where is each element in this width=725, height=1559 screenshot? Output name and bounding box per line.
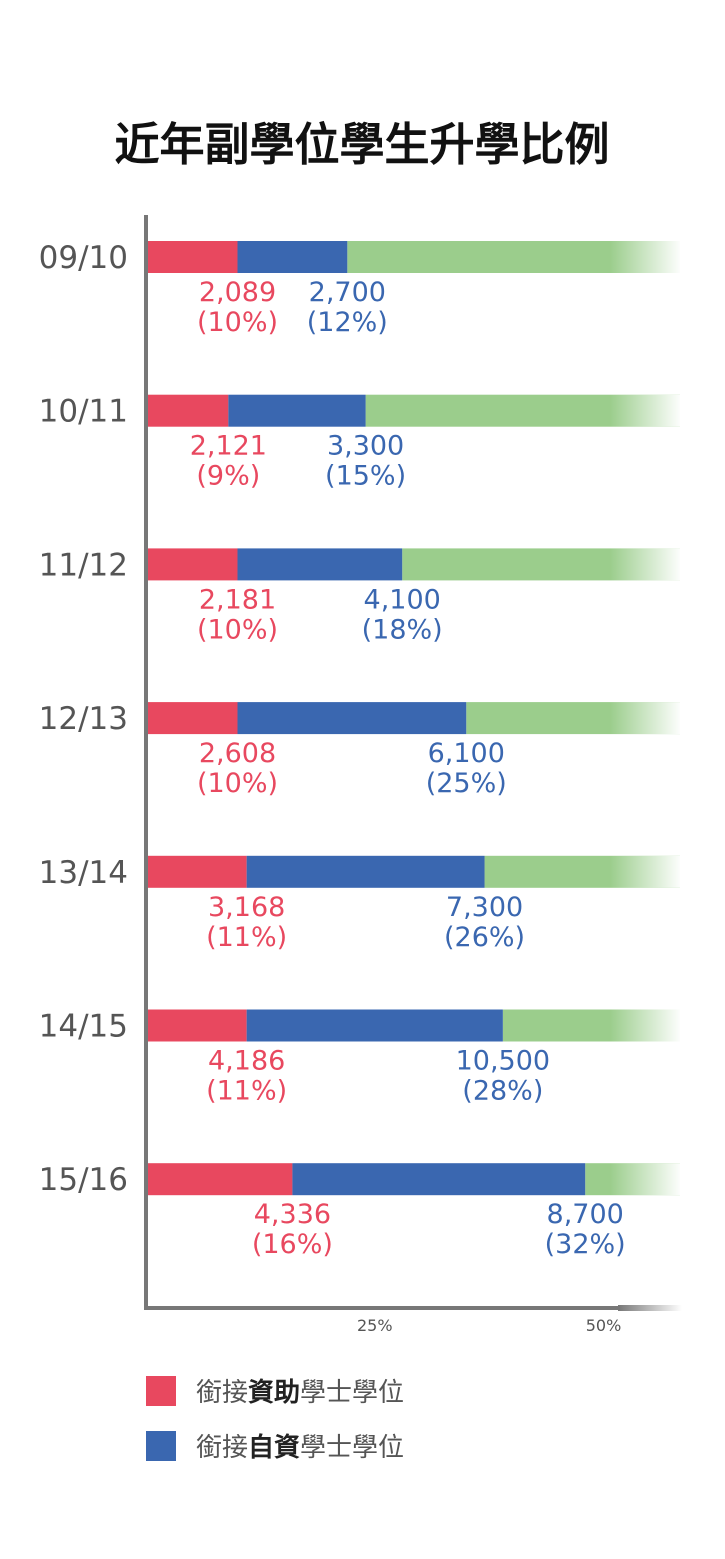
- bar-selffinanced: [237, 548, 403, 581]
- bar-fade: [610, 394, 682, 427]
- labels-group: 09/102,089(10%)2,700(12%)10/112,121(9%)3…: [39, 240, 626, 1260]
- bar-fade: [610, 548, 682, 581]
- legend-label-suffix: 學士學位: [300, 1433, 404, 1463]
- year-label: 15/16: [39, 1162, 128, 1198]
- selffinanced-pct-label: (28%): [462, 1076, 543, 1107]
- bar-subsidized: [146, 702, 238, 735]
- year-label: 11/12: [39, 547, 128, 583]
- bar-subsidized: [146, 855, 247, 888]
- bar-subsidized: [146, 1009, 247, 1042]
- selffinanced-pct-label: (12%): [307, 307, 388, 338]
- subsidized-pct-label: (9%): [196, 461, 260, 492]
- subsidized-count-label: 4,186: [208, 1046, 285, 1077]
- x-tick-label: 50%: [586, 1316, 622, 1335]
- bar-fade: [610, 855, 682, 888]
- bar-subsidized: [146, 1163, 293, 1196]
- selffinanced-count-label: 6,100: [428, 738, 505, 769]
- legend-swatch: [146, 1376, 176, 1406]
- year-label: 12/13: [39, 701, 128, 737]
- subsidized-pct-label: (16%): [252, 1229, 333, 1260]
- selffinanced-count-label: 8,700: [547, 1199, 624, 1230]
- bar-fade: [610, 241, 682, 273]
- bar-selffinanced: [246, 855, 485, 888]
- subsidized-count-label: 2,608: [199, 738, 276, 769]
- subsidized-count-label: 2,121: [190, 431, 267, 462]
- subsidized-pct-label: (10%): [197, 614, 278, 645]
- legend-swatch: [146, 1431, 176, 1461]
- bar-selffinanced: [292, 1163, 586, 1196]
- legend-label-prefix: 銜接: [196, 1433, 248, 1463]
- subsidized-pct-label: (11%): [206, 1076, 287, 1107]
- selffinanced-pct-label: (26%): [444, 922, 525, 953]
- legend-label-bold: 自資: [248, 1432, 300, 1463]
- subsidized-count-label: 3,168: [208, 892, 285, 923]
- legend-label-bold: 資助: [248, 1378, 300, 1408]
- selffinanced-count-label: 4,100: [364, 584, 441, 615]
- subsidized-pct-label: (10%): [197, 307, 278, 338]
- bars-group: [146, 241, 682, 1196]
- bar-selffinanced: [237, 241, 348, 273]
- year-label: 13/14: [39, 855, 128, 891]
- year-label: 10/11: [39, 394, 128, 430]
- selffinanced-count-label: 10,500: [456, 1046, 550, 1077]
- bar-subsidized: [146, 241, 238, 273]
- subsidized-count-label: 2,181: [199, 584, 276, 615]
- selffinanced-pct-label: (18%): [362, 614, 443, 645]
- bar-subsidized: [146, 548, 238, 581]
- subsidized-count-label: 2,089: [199, 277, 276, 308]
- x-tick-label: 25%: [357, 1316, 393, 1335]
- bar-selffinanced: [246, 1009, 503, 1042]
- x-axis-fade: [618, 1305, 682, 1311]
- bar-fade: [610, 702, 682, 735]
- axes-group: 25% 50%: [144, 215, 682, 1335]
- bar-subsidized: [146, 394, 229, 427]
- legend-label-prefix: 銜接: [196, 1378, 248, 1408]
- selffinanced-count-label: 3,300: [327, 431, 404, 462]
- bar-fade: [610, 1009, 682, 1042]
- selffinanced-pct-label: (32%): [545, 1229, 626, 1260]
- chart-title: 近年副學位學生升學比例: [114, 118, 609, 171]
- legend-label-suffix: 學士學位: [300, 1378, 404, 1408]
- legend-label: 銜接資助學士學位: [196, 1378, 404, 1408]
- bar-selffinanced: [237, 702, 467, 735]
- subsidized-pct-label: (11%): [206, 922, 287, 953]
- subsidized-pct-label: (10%): [197, 768, 278, 799]
- year-label: 09/10: [39, 240, 128, 276]
- bar-selffinanced: [228, 394, 366, 427]
- selffinanced-pct-label: (15%): [325, 461, 406, 492]
- legend-label: 銜接自資學士學位: [196, 1432, 404, 1463]
- bar-fade: [610, 1163, 682, 1196]
- year-label: 14/15: [39, 1009, 128, 1045]
- selffinanced-count-label: 7,300: [446, 892, 523, 923]
- selffinanced-count-label: 2,700: [309, 277, 386, 308]
- selffinanced-pct-label: (25%): [426, 768, 507, 799]
- subsidized-count-label: 4,336: [254, 1199, 331, 1230]
